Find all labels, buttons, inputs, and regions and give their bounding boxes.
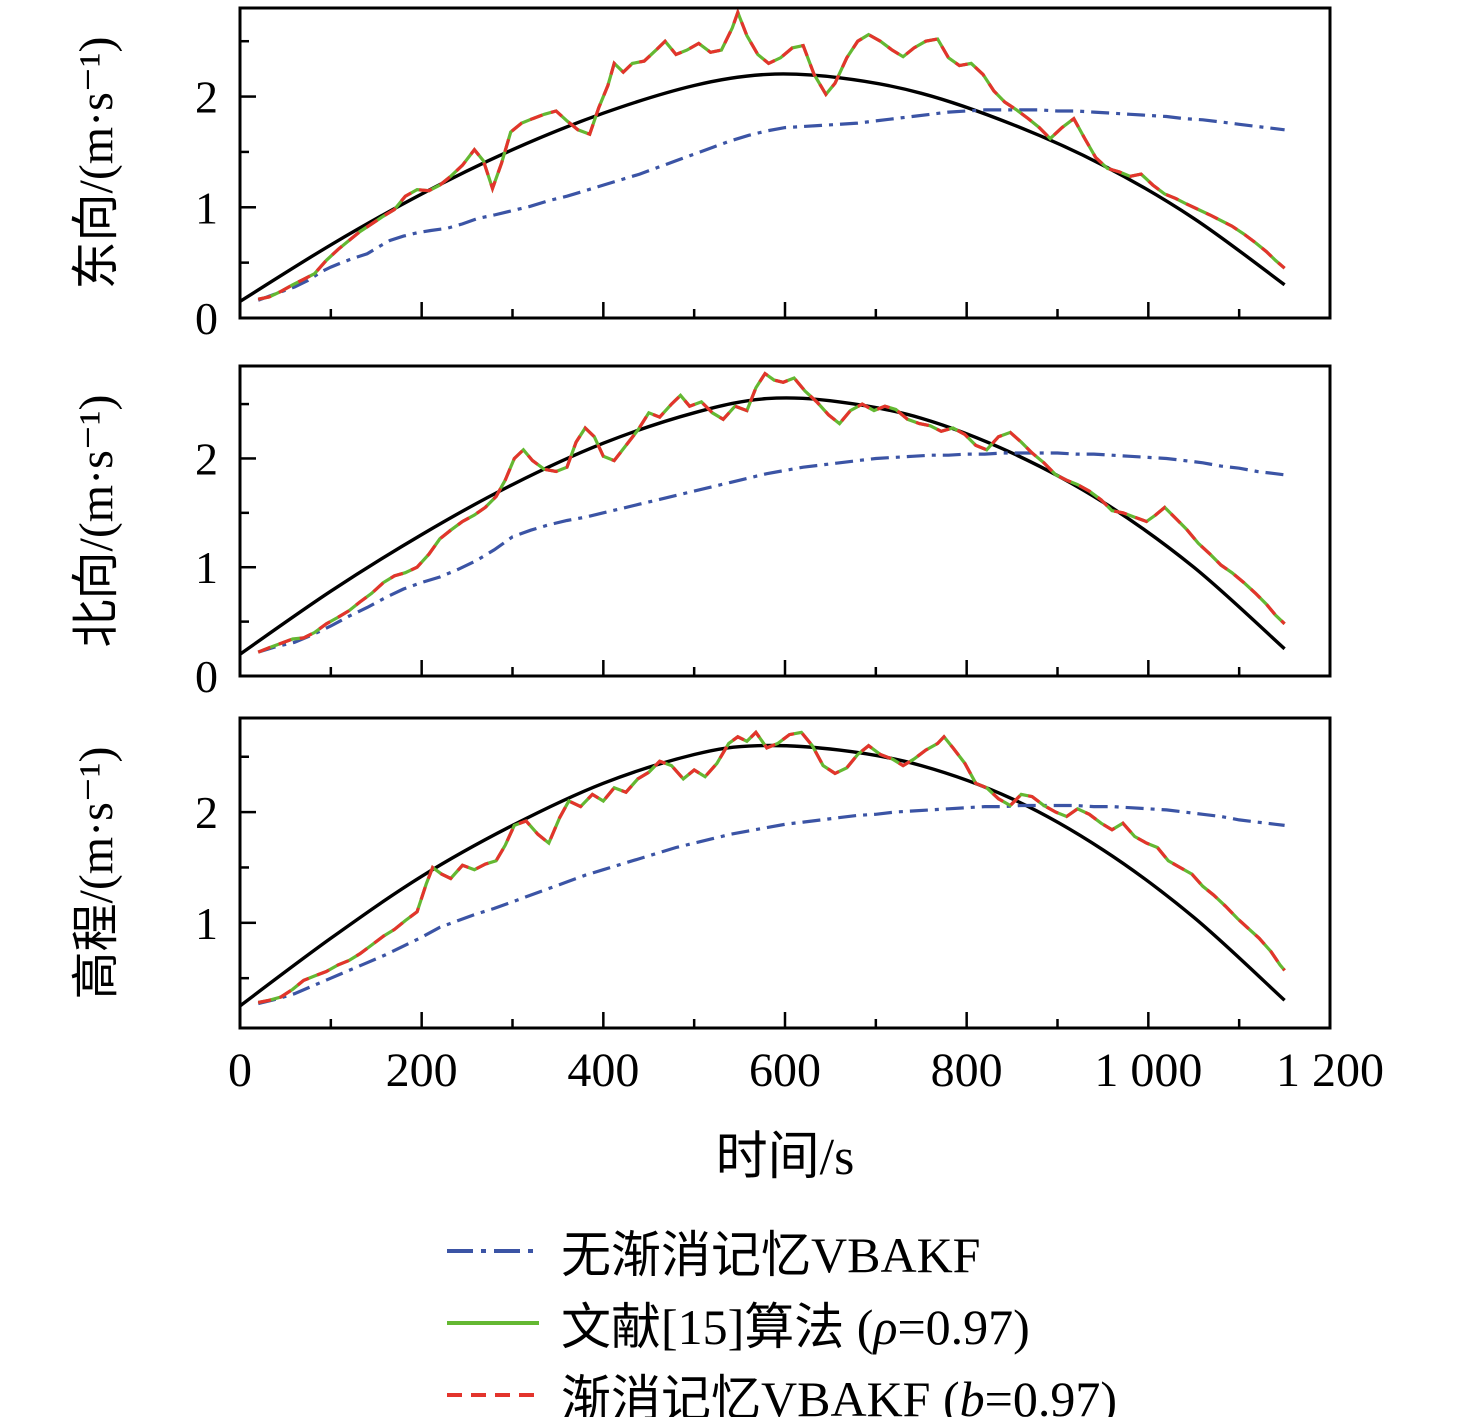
x-tick-label: 0 — [228, 1044, 252, 1097]
plot-frame — [238, 716, 1332, 1030]
x-tick-label: 600 — [749, 1044, 821, 1097]
legend-dashed-line-icon — [447, 1393, 539, 1397]
y-tick-label: 2 — [195, 433, 218, 484]
y-tick-label: 0 — [195, 651, 218, 702]
series-no-fading-vbakf — [257, 108, 1285, 302]
series-no-fading-vbakf — [257, 451, 1285, 654]
y-tick-label: 2 — [195, 787, 218, 838]
series-ref15-and-fading-vbakf-solid-green — [257, 7, 1286, 301]
x-tick-label: 1 200 — [1276, 1044, 1384, 1097]
series-ref15-and-fading-vbakf-dashed-red — [257, 7, 1286, 301]
axis-ticks — [238, 402, 1332, 678]
y-tick-label: 1 — [195, 542, 218, 593]
subplot-east-velocity: 0 1 2 东向/(m·s⁻¹) — [70, 6, 1332, 344]
axis-ticks — [238, 755, 1332, 1028]
legend: 无渐消记忆VBAKF 文献[15]算法 (ρ=0.97) 渐消记忆VBAKF (… — [445, 1215, 1476, 1417]
legend-item-fading-memory-vbakf: 渐消记忆VBAKF (b=0.97) — [445, 1359, 1476, 1417]
legend-label-text: 无渐消记忆VBAKF — [561, 1227, 981, 1283]
series-true-velocity — [238, 743, 1286, 1008]
legend-item-no-fading-vbakf: 无渐消记忆VBAKF — [445, 1215, 1476, 1287]
y-tick-label: 0 — [195, 293, 218, 344]
series-ref15-and-fading-vbakf-dashed-red — [257, 729, 1286, 1005]
series-ref15-and-fading-vbakf-solid-green — [257, 371, 1286, 654]
legend-item-ref15-algorithm: 文献[15]算法 (ρ=0.97) — [445, 1287, 1476, 1359]
legend-label: 渐消记忆VBAKF (b=0.97) — [561, 1359, 1117, 1417]
legend-label-suffix: =0.97) — [897, 1299, 1030, 1355]
y-axis-title: 东向/(m·s⁻¹) — [70, 36, 123, 289]
subplot-north: 0 1 2 北向/(m·s⁻¹) — [70, 364, 1332, 702]
legend-label-suffix: =0.97) — [984, 1371, 1117, 1417]
series-true-velocity — [239, 72, 1286, 303]
series-ref15-and-fading-vbakf-dashed-red — [257, 371, 1286, 654]
y-axis-title: 北向/(m·s⁻¹) — [70, 394, 123, 647]
x-tick-label: 1 000 — [1094, 1044, 1202, 1097]
axis-ticks — [238, 39, 1332, 320]
subplot-north-velocity: 0 1 2 北向/(m·s⁻¹) — [70, 364, 1332, 702]
legend-label: 文献[15]算法 (ρ=0.97) — [561, 1287, 1030, 1359]
legend-dashdot-line-icon — [447, 1249, 539, 1253]
y-axis-title: 高程/(m·s⁻¹) — [70, 746, 123, 999]
legend-label-text: 渐消记忆VBAKF ( — [561, 1371, 960, 1417]
x-tick-label: 800 — [931, 1044, 1003, 1097]
subplot-height-velocity: 1 2 高程/(m·s⁻¹) 0 200 400 600 800 1 000 1 200 — [70, 716, 1384, 1097]
series-true-velocity — [239, 396, 1286, 656]
y-tick-label: 1 — [195, 182, 218, 233]
legend-label-var: b — [959, 1371, 985, 1417]
legend-label-text: 文献[15]算法 ( — [561, 1299, 874, 1355]
x-tick-label: 400 — [567, 1044, 639, 1097]
series-no-fading-vbakf — [257, 803, 1285, 1006]
legend-label: 无渐消记忆VBAKF — [561, 1215, 980, 1287]
x-axis-title: 时间/s — [715, 1129, 855, 1186]
legend-label-var: ρ — [873, 1299, 898, 1355]
plot-frame — [238, 364, 1332, 678]
y-tick-label: 1 — [195, 898, 218, 949]
subplot-east: 0 1 2 东向/(m·s⁻¹) — [70, 6, 1332, 344]
subplot-height: 1 2 高程/(m·s⁻¹) 0 200 400 600 800 1 000 1 200 — [70, 716, 1384, 1097]
legend-solid-line-icon — [447, 1321, 539, 1325]
x-tick-label: 200 — [386, 1044, 458, 1097]
y-tick-label: 2 — [195, 72, 218, 123]
